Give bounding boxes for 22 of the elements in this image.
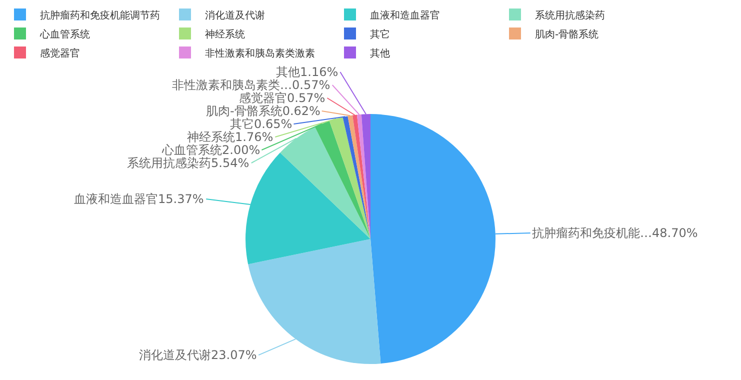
data-label: 系统用抗感染药5.54% bbox=[127, 156, 250, 170]
legend-label: 系统用抗感染药 bbox=[535, 9, 605, 22]
data-label: 肌肉-骨骼系统0.62% bbox=[206, 104, 320, 118]
data-label: 感觉器官0.57% bbox=[239, 91, 326, 105]
legend-label: 血液和造血器官 bbox=[370, 9, 440, 22]
legend-label: 肌肉-骨骼系统 bbox=[535, 28, 599, 40]
data-label: 血液和造血器官15.37% bbox=[74, 192, 204, 206]
data-label: 其它0.65% bbox=[230, 117, 292, 131]
legend-label: 非性激素和胰岛素类激素 bbox=[205, 47, 315, 60]
legend-label: 抗肿瘤药和免疫机能调节药 bbox=[40, 9, 160, 22]
data-label: 抗肿瘤药和免疫机能…48.70% bbox=[532, 226, 698, 240]
legend-label: 感觉器官 bbox=[40, 47, 80, 60]
data-label: 非性激素和胰岛素类…0.57% bbox=[172, 78, 330, 92]
data-label: 消化道及代谢23.07% bbox=[139, 348, 257, 362]
data-label: 其他1.16% bbox=[276, 65, 338, 79]
legend-label: 心血管系统 bbox=[39, 28, 90, 40]
legend-label: 其它 bbox=[370, 28, 390, 40]
legend-label: 消化道及代谢 bbox=[205, 9, 265, 22]
data-label: 神经系统1.76% bbox=[187, 130, 274, 144]
legend-label: 神经系统 bbox=[205, 28, 245, 40]
legend-label: 其他 bbox=[370, 47, 390, 60]
data-label: 心血管系统2.00% bbox=[161, 143, 260, 157]
